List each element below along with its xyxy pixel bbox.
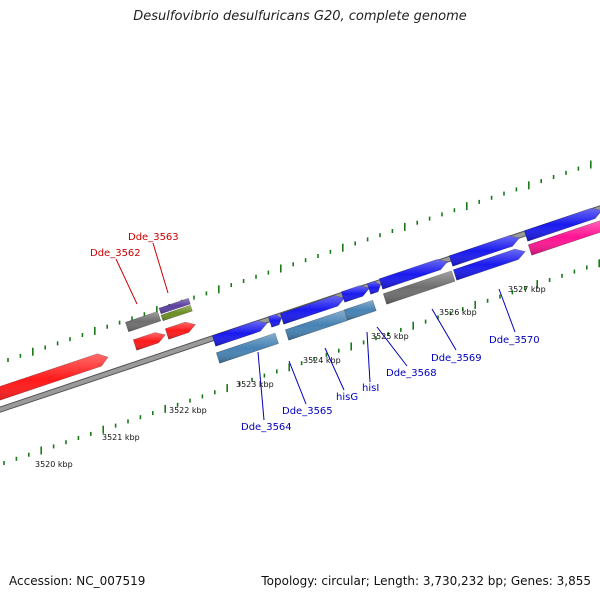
kbp-label-3520: 3520 kbp bbox=[35, 460, 73, 469]
gene-dde-3564-steel-shade bbox=[216, 333, 279, 364]
gene-label-hisI[interactable]: hisI bbox=[362, 383, 379, 394]
gene-label-dde-3563[interactable]: Dde_3563 bbox=[128, 232, 179, 243]
gene-label-dde-3568[interactable]: Dde_3568 bbox=[386, 368, 437, 379]
kbp-label-3524: 3524 kbp bbox=[303, 356, 341, 365]
kbp-label-3523: 3523 kbp bbox=[236, 380, 274, 389]
gene-dde-3565-steel-shade bbox=[285, 310, 348, 341]
gene-blue-6-shade bbox=[379, 259, 448, 290]
leader-dde-3565 bbox=[288, 360, 307, 405]
gene-purple-shade bbox=[159, 298, 191, 314]
gene-features bbox=[0, 207, 600, 401]
gene-blue-5-shade bbox=[367, 281, 381, 295]
gene-gray-small-shade bbox=[125, 311, 161, 332]
gene-label-dde-3569[interactable]: Dde_3569 bbox=[431, 353, 482, 364]
leader-dde-3569 bbox=[431, 308, 457, 351]
gene-hisG-steel-shade bbox=[344, 300, 377, 321]
inner-tick-track bbox=[3, 259, 600, 465]
genome-stats-text: Topology: circular; Length: 3,730,232 bp… bbox=[261, 574, 591, 588]
leader-dde-3564 bbox=[257, 351, 265, 421]
gene-blue-2-shade bbox=[268, 314, 282, 328]
gene-dde-3569-blue-shade bbox=[453, 249, 526, 281]
gene-label-dde-3562[interactable]: Dde_3562 bbox=[90, 248, 141, 259]
gene-label-hisG[interactable]: hisG bbox=[336, 392, 358, 403]
leader-hisG bbox=[324, 347, 345, 391]
kbp-label-3527: 3527 kbp bbox=[508, 285, 546, 294]
leader-dde-3568 bbox=[376, 326, 408, 367]
gene-dde-3562-red-shade bbox=[133, 332, 166, 351]
outer-tick-track bbox=[7, 160, 592, 362]
map-title: Desulfovibrio desulfuricans G20, complet… bbox=[133, 9, 467, 24]
kbp-label-3522: 3522 kbp bbox=[169, 406, 207, 415]
leader-hisI bbox=[366, 331, 371, 383]
leader-dde-3570 bbox=[498, 288, 516, 333]
accession-text: Accession: NC_007519 bbox=[9, 574, 146, 588]
gene-labels: Dde_3562 Dde_3563 Dde_3564 Dde_3565 hisG… bbox=[90, 232, 540, 433]
gene-dde-3568-gray-shade bbox=[383, 270, 455, 305]
gene-red-large-shade bbox=[0, 353, 108, 401]
gene-blue-3-shade bbox=[280, 295, 345, 325]
gene-dde-3563-red-shade bbox=[165, 322, 196, 340]
gene-dde-3570-magenta-shade bbox=[528, 220, 600, 256]
kbp-label-3525: 3525 kbp bbox=[371, 332, 409, 341]
gene-blue-8-shade bbox=[524, 208, 600, 242]
gene-blue-7-shade bbox=[449, 235, 520, 267]
kbp-label-3526: 3526 kbp bbox=[439, 308, 477, 317]
kbp-scale-labels: 3520 kbp 3521 kbp 3522 kbp 3523 kbp 3524… bbox=[35, 285, 546, 469]
gene-blue-4-shade bbox=[341, 285, 370, 303]
gene-olive-shade bbox=[161, 305, 193, 321]
gene-label-dde-3570[interactable]: Dde_3570 bbox=[489, 335, 540, 346]
tick-tracks bbox=[3, 160, 600, 465]
leader-dde-3563 bbox=[152, 242, 169, 294]
gene-blue-1-shade bbox=[212, 320, 268, 347]
leader-dde-3562 bbox=[115, 258, 138, 305]
gene-label-dde-3565[interactable]: Dde_3565 bbox=[282, 406, 333, 417]
gene-label-dde-3564[interactable]: Dde_3564 bbox=[241, 422, 292, 433]
kbp-label-3521: 3521 kbp bbox=[102, 433, 140, 442]
